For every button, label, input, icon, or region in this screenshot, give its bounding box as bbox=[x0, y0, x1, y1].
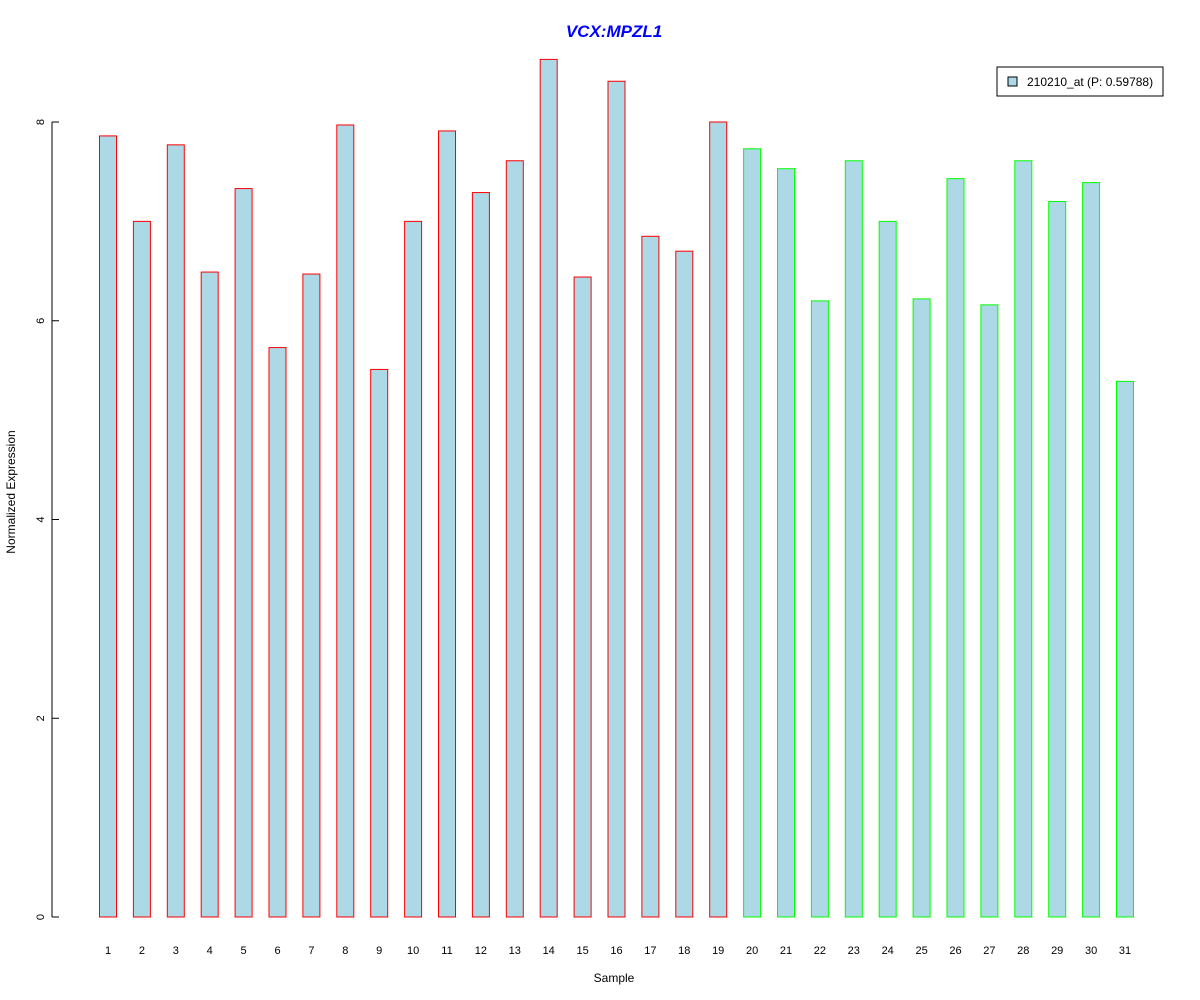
y-tick-label: 4 bbox=[35, 516, 47, 522]
y-tick-label: 0 bbox=[35, 914, 47, 920]
x-tick-label: 2 bbox=[139, 945, 145, 957]
bar-sample-7 bbox=[302, 273, 321, 918]
x-tick-label: 14 bbox=[543, 945, 555, 957]
bar-sample-14 bbox=[539, 58, 558, 918]
x-tick-label: 24 bbox=[882, 945, 894, 957]
y-tick-label: 2 bbox=[35, 715, 47, 721]
bar-sample-2 bbox=[132, 220, 151, 918]
bar-sample-3 bbox=[166, 144, 185, 918]
y-axis: 0 2 4 6 8 bbox=[35, 119, 59, 920]
bar-sample-21 bbox=[777, 168, 795, 918]
bar-sample-28 bbox=[1014, 160, 1033, 918]
x-tick-label: 27 bbox=[983, 945, 995, 957]
x-tick-label: 13 bbox=[509, 945, 521, 957]
bar-sample-26 bbox=[946, 178, 965, 918]
x-tick-label: 12 bbox=[475, 945, 487, 957]
x-tick-label: 4 bbox=[207, 945, 213, 957]
x-tick-label: 5 bbox=[241, 945, 247, 957]
x-tick-label: 31 bbox=[1119, 945, 1131, 957]
x-tick-label: 21 bbox=[780, 945, 792, 957]
bar-sample-1 bbox=[99, 135, 117, 918]
x-tick-label: 11 bbox=[441, 945, 452, 957]
legend-swatch bbox=[1007, 76, 1018, 87]
bar-sample-24 bbox=[878, 220, 897, 918]
bar-sample-16 bbox=[607, 80, 626, 918]
x-tick-label: 28 bbox=[1017, 945, 1029, 957]
bar-sample-27 bbox=[980, 304, 999, 918]
legend-box bbox=[996, 66, 1164, 97]
bar-sample-23 bbox=[844, 160, 863, 918]
bars-group bbox=[99, 58, 1134, 918]
x-tick-label: 18 bbox=[678, 945, 690, 957]
chart-title: VCX:MPZL1 bbox=[566, 22, 662, 41]
x-tick-label: 25 bbox=[915, 945, 927, 957]
x-tick-label: 15 bbox=[576, 945, 588, 957]
bar-sample-17 bbox=[641, 235, 660, 918]
bar-sample-29 bbox=[1048, 201, 1067, 918]
x-tick-labels: 1 2 3 4 5 6 7 8 9 10 11 12 13 14 15 16 17 18 19 20 21 22 23 24 2… bbox=[105, 945, 1131, 957]
bar-sample-20 bbox=[743, 148, 762, 918]
bar-sample-5 bbox=[234, 188, 253, 918]
bar-sample-11 bbox=[438, 130, 456, 918]
x-tick-label: 23 bbox=[848, 945, 860, 957]
x-tick-label: 9 bbox=[376, 945, 382, 957]
x-tick-label: 22 bbox=[814, 945, 826, 957]
bar-sample-10 bbox=[404, 220, 423, 918]
y-tick-label: 8 bbox=[35, 119, 47, 125]
x-tick-label: 20 bbox=[746, 945, 758, 957]
bar-sample-6 bbox=[268, 347, 287, 918]
x-tick-label: 6 bbox=[274, 945, 280, 957]
y-axis-title: Normalized Expression bbox=[4, 430, 18, 553]
bar-sample-8 bbox=[336, 124, 355, 918]
legend: 210210_at (P: 0.59788) bbox=[996, 66, 1164, 97]
x-axis-title: Sample bbox=[594, 971, 635, 985]
bar-sample-15 bbox=[573, 276, 592, 918]
x-tick-label: 8 bbox=[342, 945, 348, 957]
y-tick-label: 6 bbox=[35, 318, 47, 324]
x-tick-label: 29 bbox=[1051, 945, 1063, 957]
bar-sample-31 bbox=[1116, 380, 1134, 918]
x-tick-label: 10 bbox=[407, 945, 419, 957]
legend-label: 210210_at (P: 0.59788) bbox=[1027, 75, 1153, 89]
x-tick-label: 19 bbox=[712, 945, 724, 957]
bar-sample-18 bbox=[675, 250, 694, 918]
bar-sample-19 bbox=[709, 121, 728, 918]
bar-sample-4 bbox=[200, 271, 219, 918]
bar-sample-22 bbox=[810, 300, 829, 918]
bar-sample-9 bbox=[370, 368, 389, 918]
bar-sample-30 bbox=[1082, 182, 1101, 918]
x-tick-label: 1 bbox=[105, 945, 111, 957]
x-tick-label: 30 bbox=[1085, 945, 1097, 957]
x-tick-label: 16 bbox=[610, 945, 622, 957]
x-tick-label: 17 bbox=[644, 945, 656, 957]
bar-sample-12 bbox=[471, 192, 490, 918]
bar-sample-25 bbox=[912, 298, 931, 918]
x-tick-label: 26 bbox=[949, 945, 961, 957]
x-tick-label: 7 bbox=[308, 945, 314, 957]
bar-sample-13 bbox=[505, 160, 524, 918]
x-tick-label: 3 bbox=[173, 945, 179, 957]
